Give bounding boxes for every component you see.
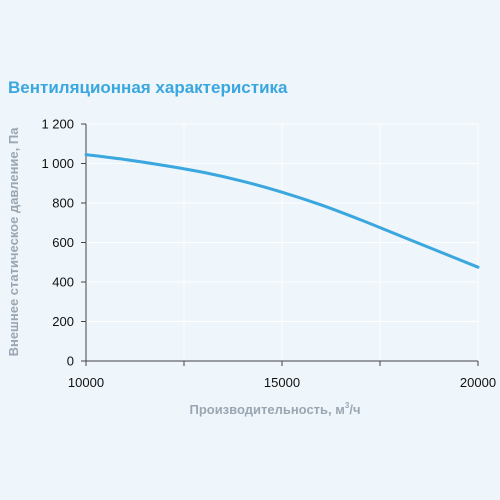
y-tick-label: 0 [67, 354, 74, 369]
x-axis-title: Производительность, м3/ч [189, 401, 360, 417]
y-tick-label: 800 [52, 196, 74, 211]
x-tick-label: 20000 [460, 375, 496, 390]
series-layer [84, 153, 480, 269]
y-tick-label: 400 [52, 275, 74, 290]
y-tick-label: 600 [52, 235, 74, 250]
x-tick-label: 10000 [68, 375, 104, 390]
y-tick-label: 1 000 [41, 156, 74, 171]
chart-title: Вентиляционная характеристика [8, 78, 288, 97]
x-tick-label: 15000 [264, 375, 300, 390]
y-tick-label: 200 [52, 314, 74, 329]
grid-lines [86, 123, 479, 361]
axes [81, 123, 479, 366]
y-axis-title: Внешнее статическое давление, Па [6, 127, 21, 357]
y-tick-label: 1 200 [41, 117, 74, 132]
series-line [84, 153, 480, 269]
